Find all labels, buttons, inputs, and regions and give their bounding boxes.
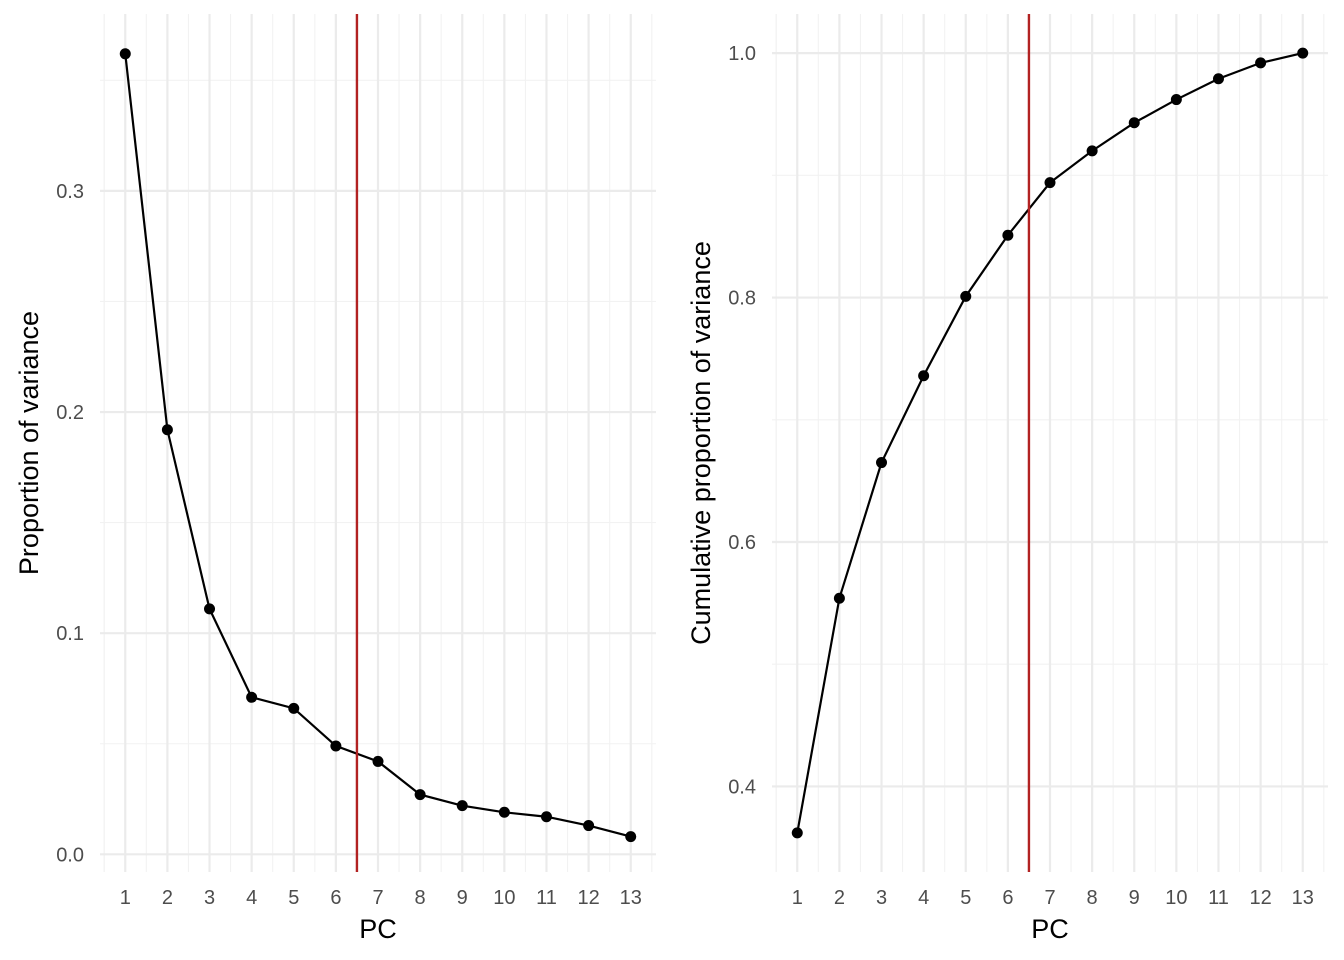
cum-x-tick-label-8: 9 (1129, 887, 1140, 909)
prop-point-pc-5 (288, 702, 300, 714)
prop-x-tick-label-4: 5 (288, 887, 299, 909)
cum-x-tick-label-1: 2 (834, 887, 845, 909)
prop-point-pc-9 (456, 800, 468, 812)
prop-y-tick-label-1: 0.1 (56, 623, 84, 645)
cum-point-pc-12 (1255, 57, 1267, 69)
prop-point-pc-8 (414, 789, 426, 801)
cum-x-tick-label-0: 1 (792, 887, 803, 909)
prop-point-pc-6 (330, 740, 342, 752)
cum-point-pc-10 (1170, 94, 1182, 106)
prop-x-tick-label-11: 12 (577, 887, 599, 909)
prop-point-pc-11 (540, 811, 552, 823)
prop-point-pc-2 (161, 424, 173, 436)
prop-x-tick-label-7: 8 (415, 887, 426, 909)
cum-y-tick-label-0: 0.4 (728, 776, 756, 798)
prop-point-pc-12 (583, 820, 595, 832)
prop-x-tick-label-2: 3 (204, 887, 215, 909)
cum-y-axis-title: Cumulative proportion of variance (686, 241, 716, 645)
cum-point-pc-3 (876, 457, 888, 469)
cum-x-axis-title: PC (1031, 914, 1069, 944)
cum-point-pc-4 (918, 370, 930, 382)
cum-x-tick-label-4: 5 (960, 887, 971, 909)
cum-point-pc-11 (1212, 73, 1224, 85)
proportion-variance-panel: 0.00.10.20.31 2 3 4 5 6 7 8 9 10 11 12 13PCProportio… (14, 14, 656, 944)
cum-point-pc-2 (833, 592, 845, 604)
cum-x-tick-label-5: 6 (1002, 887, 1013, 909)
prop-x-axis-title: PC (359, 914, 397, 944)
prop-x-tick-label-6: 7 (372, 887, 383, 909)
prop-x-tick-label-5: 6 (330, 887, 341, 909)
prop-point-pc-13 (625, 831, 637, 843)
cum-point-pc-1 (791, 827, 803, 839)
cum-x-tick-label-12: 13 (1292, 887, 1314, 909)
cum-point-pc-8 (1086, 145, 1098, 157)
prop-x-tick-label-10: 11 (536, 887, 557, 909)
prop-y-axis-title: Proportion of variance (14, 311, 44, 575)
prop-y-tick-label-0: 0.0 (56, 844, 84, 866)
prop-x-tick-label-3: 4 (246, 887, 257, 909)
prop-x-tick-label-0: 1 (120, 887, 131, 909)
cum-y-tick-label-1: 0.6 (728, 532, 756, 554)
prop-y-tick-label-3: 0.3 (56, 181, 84, 203)
cum-point-pc-7 (1044, 177, 1056, 189)
prop-x-tick-label-1: 2 (162, 887, 173, 909)
prop-y-tick-label-2: 0.2 (56, 402, 84, 424)
prop-point-pc-10 (498, 806, 510, 818)
cum-point-pc-5 (960, 290, 972, 302)
cum-point-pc-9 (1128, 117, 1140, 129)
prop-point-pc-7 (372, 755, 384, 767)
cum-x-tick-label-10: 11 (1208, 887, 1229, 909)
prop-point-pc-3 (204, 603, 216, 615)
cum-x-tick-label-2: 3 (876, 887, 887, 909)
prop-point-pc-4 (246, 691, 258, 703)
cum-point-pc-13 (1297, 47, 1309, 59)
cum-y-tick-label-2: 0.8 (728, 288, 756, 310)
cum-x-tick-label-9: 10 (1165, 887, 1187, 909)
cum-x-tick-label-6: 7 (1044, 887, 1055, 909)
cum-y-tick-label-3: 1.0 (728, 43, 756, 65)
cum-point-pc-6 (1002, 229, 1014, 241)
cum-x-tick-label-11: 12 (1249, 887, 1271, 909)
prop-point-pc-1 (119, 48, 131, 60)
prop-x-tick-label-9: 10 (493, 887, 515, 909)
prop-x-tick-label-8: 9 (457, 887, 468, 909)
cum-x-tick-label-3: 4 (918, 887, 929, 909)
cum-x-tick-label-7: 8 (1087, 887, 1098, 909)
prop-x-tick-label-12: 13 (620, 887, 642, 909)
cumulative-variance-panel: 0.40.60.81.01 2 3 4 5 6 7 8 9 10 11 12 13PCCumulativ… (686, 14, 1328, 944)
